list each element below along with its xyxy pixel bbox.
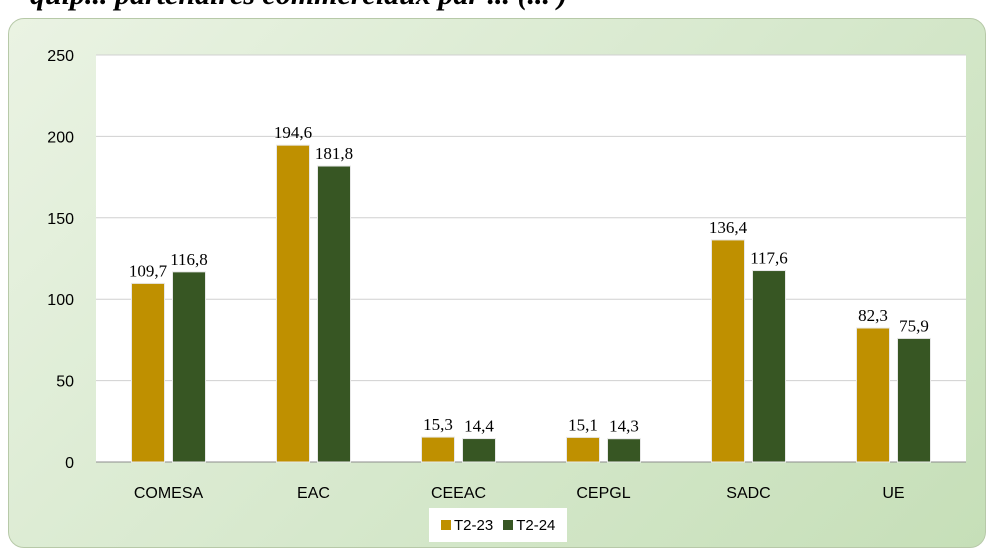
data-label: 14,4 — [464, 417, 494, 436]
bar-t2-24-eac — [317, 165, 351, 463]
bar-t2-23-ue — [856, 327, 890, 463]
x-tick-label: CEEAC — [431, 485, 486, 502]
x-tick-label: COMESA — [134, 485, 204, 502]
x-tick-label: SADC — [726, 485, 770, 502]
bar-t2-24-ue — [897, 337, 931, 463]
y-tick-label: 200 — [47, 129, 74, 146]
y-tick-label: 100 — [47, 292, 74, 309]
legend: T2-23 T2-24 — [429, 508, 568, 542]
legend-label: T2-23 — [454, 516, 494, 534]
plot-background — [96, 55, 966, 462]
bar-t2-24-cepgl — [607, 438, 641, 463]
bar-t2-23-cepgl — [566, 436, 600, 463]
y-tick-label: 0 — [65, 455, 74, 472]
data-label: 109,7 — [129, 261, 168, 280]
data-label: 15,1 — [568, 415, 598, 434]
x-tick-label: EAC — [297, 485, 330, 502]
x-tick-label: UE — [882, 485, 904, 502]
x-tick-label: CEPGL — [576, 485, 630, 502]
data-label: 82,3 — [858, 306, 888, 325]
bar-t2-23-sadc — [711, 239, 745, 463]
data-label: 181,8 — [315, 144, 353, 163]
y-tick-label: 150 — [47, 211, 74, 228]
legend-swatch — [441, 520, 451, 530]
data-label: 15,3 — [423, 415, 453, 434]
legend-label: T2-24 — [516, 516, 556, 534]
data-label: 136,4 — [709, 218, 748, 237]
data-label: 194,6 — [274, 123, 312, 142]
bar-t2-24-sadc — [752, 270, 786, 463]
bar-t2-24-ceeac — [462, 438, 496, 463]
data-label: 116,8 — [170, 250, 208, 269]
legend-item-t2-24: T2-24 — [503, 517, 555, 534]
bar-t2-24-comesa — [172, 271, 206, 463]
data-label: 117,6 — [750, 249, 788, 268]
legend-swatch — [503, 520, 514, 530]
bar-t2-23-eac — [276, 144, 310, 463]
y-tick-label: 250 — [47, 48, 74, 65]
bar-t2-23-ceeac — [421, 436, 455, 463]
data-label: 14,3 — [609, 417, 639, 436]
y-tick-label: 50 — [56, 374, 74, 391]
legend-item-t2-23: T2-23 — [441, 517, 493, 534]
bar-t2-23-comesa — [131, 282, 165, 463]
data-label: 75,9 — [899, 316, 929, 335]
chart-title-cropped: quip... partenaires commerciaux par ... … — [30, 0, 987, 12]
